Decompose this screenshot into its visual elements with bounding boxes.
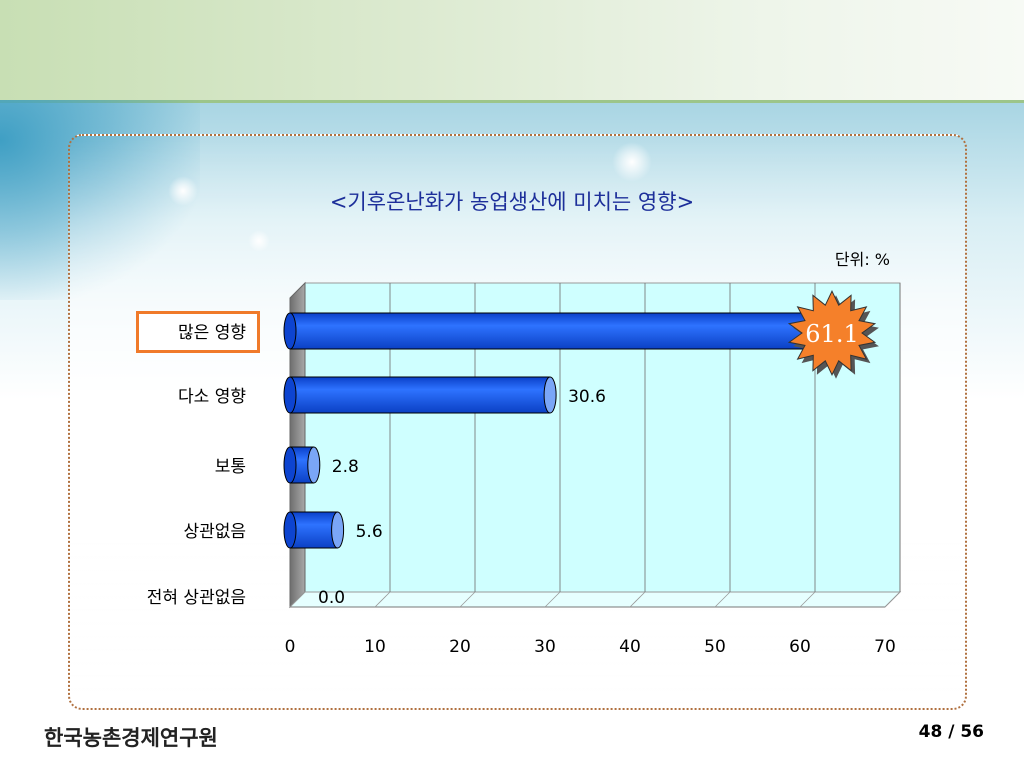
- gridline-floor: [884, 591, 901, 608]
- plot-floor: [288, 591, 902, 608]
- gridline-floor: [459, 591, 476, 608]
- gridline-floor: [374, 591, 391, 608]
- bar: [283, 312, 816, 350]
- x-tick-label: 30: [534, 637, 556, 657]
- sparkle-decoration: [612, 142, 652, 182]
- bar: [283, 446, 321, 484]
- sparkle-decoration: [248, 230, 270, 252]
- bar: [283, 376, 557, 414]
- chart-title: <기후온난화가 농업생산에 미치는 영향>: [329, 190, 695, 214]
- page-indicator: 48 / 56: [918, 722, 984, 742]
- category-label: 보통: [214, 457, 246, 477]
- data-label: 30.6: [568, 387, 606, 407]
- x-tick-label: 20: [449, 637, 471, 657]
- bar: [283, 511, 345, 549]
- gridline-floor: [714, 591, 731, 608]
- x-tick-label: 50: [704, 637, 726, 657]
- gridline-floor: [629, 591, 646, 608]
- x-tick-label: 0: [285, 637, 296, 657]
- starburst: [787, 290, 877, 376]
- category-label: 전혀 상관없음: [146, 588, 246, 608]
- organization-name: 한국농촌경제연구원: [44, 726, 218, 750]
- data-label: 5.6: [356, 522, 383, 542]
- sparkle-decoration: [168, 176, 198, 206]
- gridline-floor: [799, 591, 816, 608]
- gridline-floor: [544, 591, 561, 608]
- unit-label: 단위: %: [834, 250, 890, 269]
- category-label: 많은 영향: [178, 323, 246, 343]
- data-label: 61.1: [805, 320, 858, 348]
- header-band: [0, 0, 1024, 103]
- x-tick-label: 60: [789, 637, 811, 657]
- x-tick-label: 40: [619, 637, 641, 657]
- x-tick-label: 70: [874, 637, 896, 657]
- category-label: 상관없음: [183, 522, 246, 542]
- data-label: 2.8: [332, 457, 359, 477]
- category-label: 다소 영향: [178, 387, 246, 407]
- x-tick-label: 10: [364, 637, 386, 657]
- data-label: 0.0: [318, 588, 345, 608]
- highlight-box: [136, 311, 260, 353]
